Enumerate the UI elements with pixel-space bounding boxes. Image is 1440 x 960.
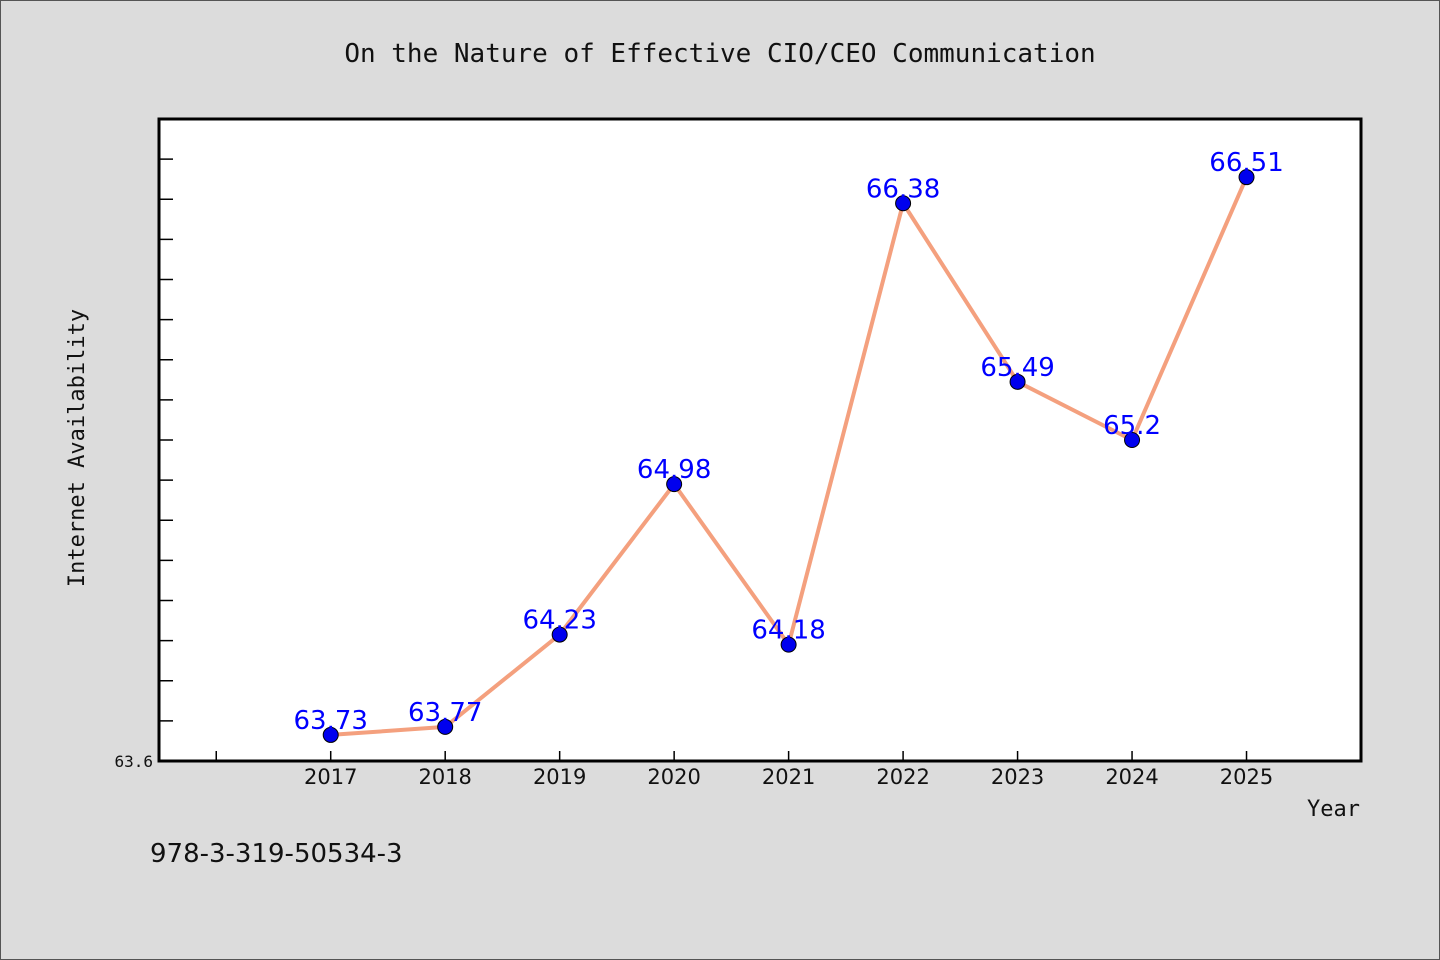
data-point	[322, 726, 339, 743]
x-tick-label: 2024	[1105, 765, 1158, 789]
y-axis-label: Internet Availability	[65, 309, 90, 587]
x-tick-label: 2022	[876, 765, 929, 789]
chart-title: On the Nature of Effective CIO/CEO Commu…	[344, 39, 1095, 69]
data-label: 66.38	[866, 174, 940, 204]
data-point	[1124, 432, 1141, 448]
x-tick-label: 2021	[762, 765, 815, 789]
x-tick-label: 2017	[304, 765, 357, 789]
data-point	[1009, 373, 1026, 390]
data-point	[551, 626, 568, 643]
data-label: 63.77	[408, 698, 482, 728]
data-label: 64.98	[637, 455, 711, 485]
x-tick-label: 2020	[647, 765, 700, 789]
data-label: 65.49	[980, 353, 1054, 383]
y-tick-label: 63.6	[114, 752, 153, 771]
x-tick-label: 2025	[1220, 765, 1273, 789]
series-layer: 63.73 63.77 64.23 64.98 64.18 66.38 65.49 65.2 6…	[293, 148, 1284, 743]
x-tick-label: 2019	[533, 765, 586, 789]
data-label: 64.18	[751, 616, 825, 646]
data-point	[895, 195, 912, 212]
isbn-text: 978-3-319-50534-3	[150, 839, 403, 869]
data-point	[666, 476, 683, 493]
x-tick-label: 2023	[991, 765, 1044, 789]
x-axis-label: Year	[1307, 797, 1360, 822]
y-axis-ticks: 63.6	[114, 118, 173, 771]
data-label: 64.23	[522, 606, 596, 636]
plot-area	[157, 117, 1363, 763]
data-label: 63.73	[293, 706, 367, 736]
x-tick-label: 2018	[418, 765, 471, 789]
data-point	[437, 718, 454, 735]
data-label: 66.51	[1209, 148, 1283, 178]
data-point	[780, 636, 797, 653]
data-point	[1238, 169, 1255, 186]
x-axis-ticks: 2017 2018 2019 2020 2021 2022 2023 2024 2025	[215, 751, 1273, 789]
data-label: 65.2	[1103, 411, 1161, 441]
